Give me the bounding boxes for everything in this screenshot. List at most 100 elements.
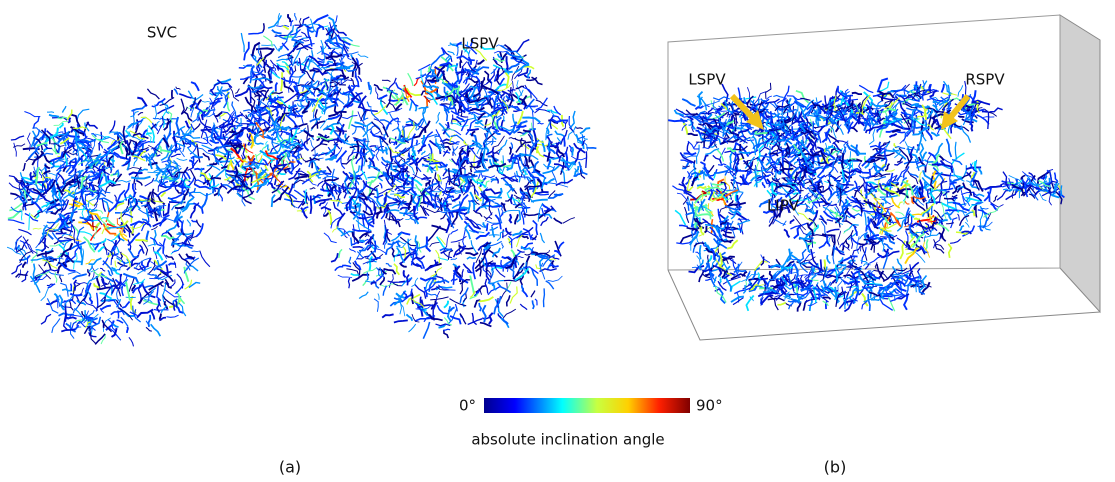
fiber xyxy=(699,271,704,283)
fiber xyxy=(503,229,504,238)
fiber xyxy=(100,268,105,271)
fiber xyxy=(367,272,368,280)
fiber xyxy=(441,48,444,54)
fiber xyxy=(137,181,143,186)
fiber xyxy=(708,255,709,263)
fiber xyxy=(271,163,273,172)
fiber xyxy=(408,73,413,86)
fiber xyxy=(333,184,337,195)
fiber xyxy=(443,329,450,330)
fiber xyxy=(714,277,716,283)
fiber xyxy=(260,87,272,89)
fiber xyxy=(705,226,707,233)
fiber xyxy=(483,305,486,322)
fiber xyxy=(717,236,719,245)
fiber xyxy=(41,167,45,173)
fiber xyxy=(490,227,498,230)
fiber xyxy=(151,226,157,230)
fiber xyxy=(352,229,370,232)
fiber xyxy=(176,87,181,90)
fiber xyxy=(410,101,413,111)
fiber xyxy=(675,210,685,225)
fiber xyxy=(508,90,516,92)
fiber xyxy=(485,213,492,222)
fiber xyxy=(697,184,704,186)
fiber xyxy=(513,114,515,124)
fiber xyxy=(864,183,865,192)
fiber xyxy=(580,128,590,133)
fiber xyxy=(86,172,96,173)
fiber xyxy=(404,270,406,277)
fiber xyxy=(46,301,57,305)
fiber xyxy=(52,318,60,333)
fiber xyxy=(352,127,356,135)
fiber xyxy=(448,251,452,260)
fiber xyxy=(59,240,72,241)
fiber xyxy=(294,66,296,73)
fiber xyxy=(349,249,356,253)
fiber xyxy=(387,196,396,200)
fiber xyxy=(783,157,798,169)
fiber xyxy=(436,280,449,282)
fiber xyxy=(510,147,511,155)
fiber xyxy=(359,292,368,299)
fiber xyxy=(374,85,383,91)
fiber xyxy=(400,208,409,210)
fiber xyxy=(892,198,900,208)
fiber xyxy=(783,221,787,226)
fiber xyxy=(353,232,360,243)
fiber xyxy=(62,106,66,113)
fiber xyxy=(307,125,308,144)
fiber xyxy=(316,26,321,37)
fiber xyxy=(684,153,697,155)
fiber xyxy=(179,303,186,316)
fiber xyxy=(826,301,827,309)
fiber xyxy=(786,294,805,295)
fiber xyxy=(423,322,429,339)
fiber xyxy=(47,112,54,113)
fiber xyxy=(387,118,399,130)
fiber xyxy=(49,115,59,117)
fiber xyxy=(389,100,404,101)
fiber xyxy=(798,213,813,222)
fiber xyxy=(515,214,518,224)
fiber xyxy=(897,259,901,270)
fiber xyxy=(140,245,145,254)
fiber xyxy=(230,140,241,143)
fiber xyxy=(476,179,483,181)
fiber xyxy=(859,175,869,178)
fiber xyxy=(738,129,749,133)
fiber xyxy=(541,217,548,226)
fiber xyxy=(295,177,308,180)
fiber xyxy=(479,303,481,311)
fiber xyxy=(460,207,470,208)
fiber xyxy=(369,161,370,168)
fiber xyxy=(235,89,239,94)
fibers xyxy=(7,13,1064,346)
fiber xyxy=(537,194,549,195)
fiber xyxy=(194,124,200,131)
fiber xyxy=(112,324,118,327)
fiber xyxy=(738,219,749,220)
fiber xyxy=(111,311,123,315)
fiber xyxy=(367,102,371,108)
fiber xyxy=(392,125,398,131)
fiber xyxy=(403,247,405,259)
fiber xyxy=(522,285,523,291)
fiber xyxy=(342,116,357,119)
fiber xyxy=(517,256,523,257)
fiber xyxy=(452,205,459,209)
fiber xyxy=(224,177,231,180)
fiber xyxy=(179,254,191,266)
fiber xyxy=(838,265,847,266)
fiber xyxy=(73,307,78,314)
fiber xyxy=(154,230,156,246)
fiber xyxy=(154,252,162,260)
fiber xyxy=(811,249,817,265)
fiber xyxy=(327,167,332,173)
fiber xyxy=(147,89,159,99)
fiber xyxy=(348,91,351,103)
fiber xyxy=(697,145,700,164)
fiber xyxy=(154,309,169,310)
fiber xyxy=(443,170,447,177)
